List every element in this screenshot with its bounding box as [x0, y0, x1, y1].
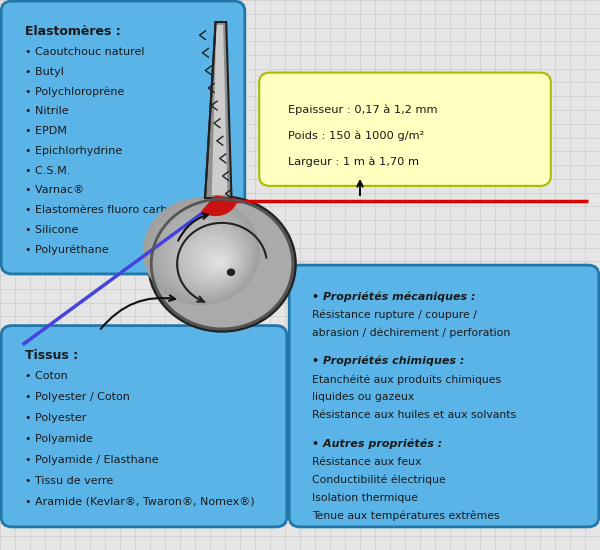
Circle shape [206, 251, 230, 272]
Circle shape [227, 268, 235, 276]
Circle shape [151, 199, 293, 329]
Text: • Polyuréthane: • Polyuréthane [25, 245, 109, 255]
Text: Résistance aux huiles et aux solvants: Résistance aux huiles et aux solvants [312, 410, 516, 420]
Text: Poids : 150 à 1000 g/m²: Poids : 150 à 1000 g/m² [288, 130, 424, 141]
Text: • Varnac®: • Varnac® [25, 185, 85, 195]
Text: • Coton: • Coton [25, 371, 68, 381]
Text: Etanchéité aux produits chimiques: Etanchéité aux produits chimiques [312, 374, 501, 384]
Circle shape [143, 197, 260, 305]
Text: Epaisseur : 0,17 à 1,2 mm: Epaisseur : 0,17 à 1,2 mm [288, 104, 437, 115]
Text: Elastomères :: Elastomères : [25, 25, 121, 38]
Text: Résistance aux feux: Résistance aux feux [312, 456, 421, 466]
Circle shape [153, 206, 255, 300]
Text: • EPDM: • EPDM [25, 126, 67, 136]
Circle shape [179, 229, 242, 286]
Circle shape [148, 202, 257, 302]
Text: • C.S.M.: • C.S.M. [25, 166, 71, 175]
Text: abrasion / déchirement / perforation: abrasion / déchirement / perforation [312, 328, 510, 338]
Text: Conductibilité électrique: Conductibilité électrique [312, 475, 446, 485]
Text: Résistance rupture / coupure /: Résistance rupture / coupure / [312, 310, 477, 320]
Text: • Butyl: • Butyl [25, 67, 64, 76]
Circle shape [190, 238, 237, 280]
Text: Largeur : 1 m à 1,70 m: Largeur : 1 m à 1,70 m [288, 156, 419, 167]
Text: • Silicone: • Silicone [25, 225, 79, 235]
Text: liquides ou gazeux: liquides ou gazeux [312, 392, 414, 402]
Text: • Polyester: • Polyester [25, 413, 86, 423]
Text: • Polyester / Coton: • Polyester / Coton [25, 392, 130, 402]
Text: Isolation thermique: Isolation thermique [312, 493, 418, 503]
Circle shape [201, 246, 232, 275]
Text: • Epichlorhydrine: • Epichlorhydrine [25, 146, 122, 156]
Circle shape [158, 211, 253, 297]
Text: • Caoutchouc naturel: • Caoutchouc naturel [25, 47, 145, 57]
Wedge shape [201, 195, 238, 216]
Text: • Polychloroprène: • Polychloroprène [25, 86, 125, 97]
Text: • Nitrile: • Nitrile [25, 106, 69, 116]
Circle shape [164, 215, 250, 294]
Text: • Propriétés chimiques :: • Propriétés chimiques : [312, 356, 464, 366]
Text: • Propriétés mécaniques :: • Propriétés mécaniques : [312, 292, 476, 302]
Circle shape [211, 255, 227, 270]
Circle shape [185, 233, 240, 283]
Text: • Autres propriétés :: • Autres propriétés : [312, 438, 442, 449]
Circle shape [148, 196, 296, 332]
Circle shape [217, 260, 224, 267]
Circle shape [169, 220, 247, 292]
Text: • Aramide (Kevlar®, Twaron®, Nomex®): • Aramide (Kevlar®, Twaron®, Nomex®) [25, 497, 255, 507]
Text: Tenue aux températures extrêmes: Tenue aux températures extrêmes [312, 511, 500, 521]
Text: • Elastomères fluoro carboné: • Elastomères fluoro carboné [25, 205, 188, 215]
Polygon shape [205, 22, 232, 198]
FancyBboxPatch shape [289, 265, 599, 527]
FancyBboxPatch shape [1, 1, 245, 274]
Text: Tissus :: Tissus : [25, 349, 79, 362]
Text: • Polyamide: • Polyamide [25, 434, 93, 444]
Text: • Tissu de verre: • Tissu de verre [25, 476, 113, 486]
Circle shape [196, 242, 235, 278]
FancyBboxPatch shape [1, 326, 287, 527]
FancyBboxPatch shape [259, 73, 551, 186]
Polygon shape [212, 25, 227, 195]
Text: • Polyamide / Elasthane: • Polyamide / Elasthane [25, 455, 159, 465]
Circle shape [175, 224, 245, 289]
